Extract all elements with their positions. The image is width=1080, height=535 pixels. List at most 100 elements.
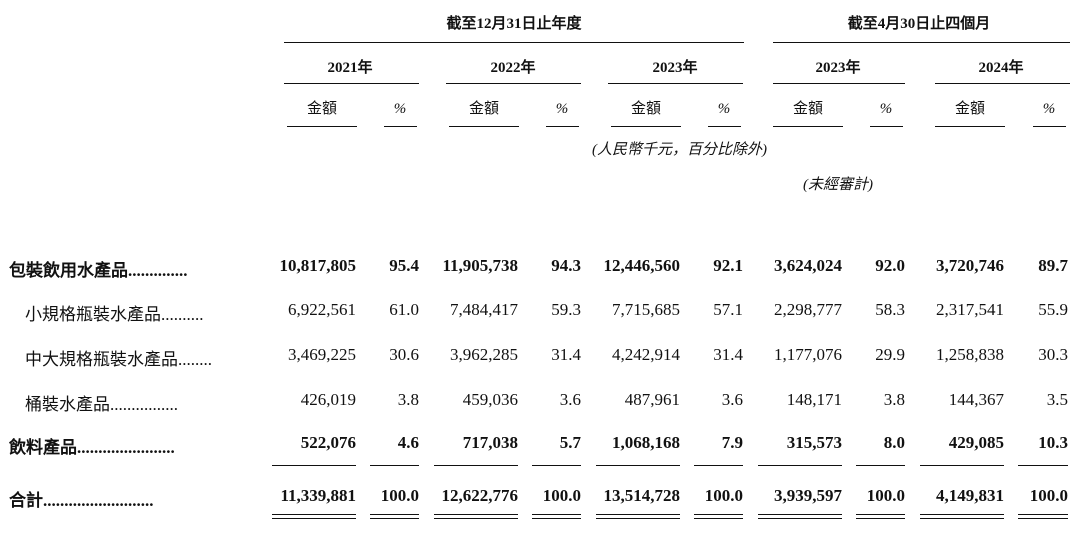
cell-2022-amount: 12,622,776 [441,486,519,505]
cell-2023-pct: 92.1 [713,256,743,275]
total-top-rule [370,465,419,466]
amount-header: 金額 [954,101,986,117]
total-double-rule [434,514,518,515]
cell-2023-amount: 7,715,685 [612,300,680,319]
cell-2024-4m-pct: 10.3 [1038,433,1068,452]
total-double-rule [370,518,419,519]
cell-2021-amount: 522,076 [300,433,356,452]
total-double-rule [1018,518,1068,519]
cell-2024-4m-pct: 55.9 [1038,300,1068,319]
row-label: 飲料產品....................... [9,438,175,457]
row-label: 包裝飲用水產品.............. [9,261,188,280]
period-underline-fiscal-year [284,42,744,43]
period-underline-four-months [773,42,1070,43]
row-label: 合計.......................... [9,491,154,510]
cell-2023-pct: 100.0 [704,486,743,505]
pct-header: % [879,101,893,117]
pct-header-underline [546,126,579,127]
cell-2021-pct: 95.4 [389,256,419,275]
total-double-rule [596,518,680,519]
cell-2021-amount: 3,469,225 [288,345,356,364]
cell-2022-pct: 3.6 [559,390,581,409]
year-header-2023-4m: 2023年 [815,60,861,76]
pct-header: % [393,101,407,117]
total-double-rule [920,518,1004,519]
year-underline-2022 [446,83,581,84]
year-underline-2023 [608,83,743,84]
pct-header: % [717,101,731,117]
total-top-rule [532,465,581,466]
total-double-rule [596,514,680,515]
cell-2024-4m-pct: 89.7 [1038,256,1068,275]
total-top-rule [1018,465,1068,466]
total-double-rule [532,514,581,515]
cell-2024-4m-amount: 429,085 [948,433,1004,452]
total-double-rule [272,518,356,519]
cell-2023-amount: 1,068,168 [612,433,680,452]
amount-header-underline [287,126,357,127]
total-double-rule [532,518,581,519]
table-row-barreled-water: 桶裝水產品................ 426,019 3.8 459,03… [0,386,1080,416]
cell-2022-pct: 31.4 [551,345,581,364]
table-row-beverage: 飲料產品....................... 522,076 4.6 … [0,429,1080,459]
row-label: 中大規格瓶裝水產品........ [25,350,212,369]
cell-2021-amount: 10,817,805 [279,256,357,275]
amount-header: 金額 [630,101,662,117]
table-row-medium-large-bottled-water: 中大規格瓶裝水產品........ 3,469,225 30.6 3,962,2… [0,341,1080,371]
year-header-2023: 2023年 [652,60,698,76]
total-top-rule [758,465,842,466]
cell-2023-amount: 4,242,914 [612,345,680,364]
cell-2021-pct: 4.6 [397,433,419,452]
total-double-rule [856,518,905,519]
year-header-2024-4m: 2024年 [978,60,1024,76]
amount-header-underline [935,126,1005,127]
cell-2024-4m-amount: 4,149,831 [936,486,1004,505]
cell-2024-4m-amount: 2,317,541 [936,300,1004,319]
total-top-rule [596,465,680,466]
amount-header-underline [449,126,519,127]
cell-2023-4m-amount: 3,624,024 [774,256,842,275]
total-double-rule [272,514,356,515]
total-double-rule [856,514,905,515]
cell-2023-4m-amount: 148,171 [786,390,842,409]
total-double-rule [920,514,1004,515]
pct-header: % [555,101,569,117]
cell-2021-amount: 11,339,881 [280,486,356,505]
cell-2022-pct: 94.3 [551,256,581,275]
total-double-rule [694,514,743,515]
year-header-2022: 2022年 [490,60,536,76]
cell-2022-amount: 459,036 [462,390,518,409]
cell-2022-pct: 5.7 [559,433,581,452]
cell-2022-pct: 100.0 [542,486,581,505]
cell-2022-amount: 717,038 [462,433,518,452]
cell-2022-amount: 11,905,738 [442,256,518,275]
cell-2023-4m-pct: 8.0 [883,433,905,452]
cell-2023-pct: 3.6 [721,390,743,409]
cell-2021-amount: 6,922,561 [288,300,356,319]
amount-header: 金額 [468,101,500,117]
total-top-rule [920,465,1004,466]
table-row-total: 合計.......................... 11,339,881 … [0,482,1080,512]
period-header-four-months: 截至4月30日止四個月 [847,16,991,32]
amount-header-underline [773,126,843,127]
cell-2023-4m-amount: 2,298,777 [774,300,842,319]
total-double-rule [1018,514,1068,515]
cell-2021-pct: 61.0 [389,300,419,319]
row-label: 小規格瓶裝水產品.......... [25,305,204,324]
total-top-rule [434,465,518,466]
cell-2023-pct: 31.4 [713,345,743,364]
cell-2023-4m-amount: 315,573 [786,433,842,452]
pct-header-underline [870,126,903,127]
cell-2022-amount: 3,962,285 [450,345,518,364]
cell-2024-4m-pct: 30.3 [1038,345,1068,364]
amount-header: 金額 [792,101,824,117]
period-header-fiscal-year: 截至12月31日止年度 [446,16,582,32]
cell-2023-amount: 13,514,728 [603,486,681,505]
amount-header: 金額 [306,101,338,117]
year-underline-2024-4m [935,83,1070,84]
year-underline-2021 [284,83,419,84]
total-double-rule [758,514,842,515]
total-top-rule [694,465,743,466]
pct-header-underline [384,126,417,127]
pct-header-underline [1033,126,1066,127]
